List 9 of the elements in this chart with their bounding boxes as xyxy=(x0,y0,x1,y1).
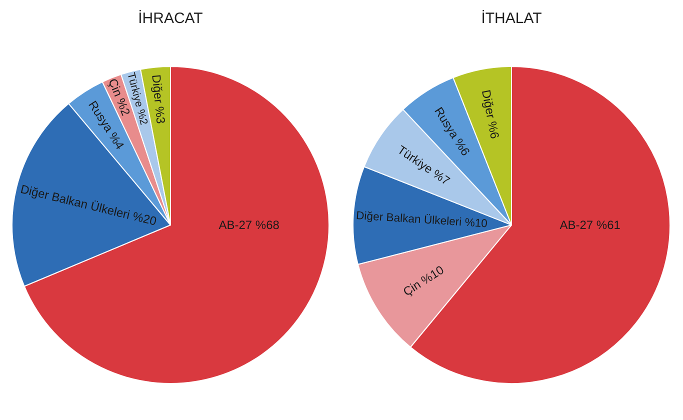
slice-label: Çin %10 xyxy=(400,262,447,299)
slice-label: AB-27 %68 xyxy=(218,218,280,232)
chart-title: İHRACAT xyxy=(138,9,203,28)
chart-title: İTHALAT xyxy=(481,9,542,28)
slice-label: Diğer Balkan Ülkeleri %20 xyxy=(19,182,158,228)
slice-label: Diğer %3 xyxy=(149,74,168,125)
slice-label: Diğer Balkan Ülkeleri %10 xyxy=(356,209,488,230)
slice-label: Diğer %6 xyxy=(478,88,502,140)
slice-label: AB-27 %61 xyxy=(560,218,621,232)
